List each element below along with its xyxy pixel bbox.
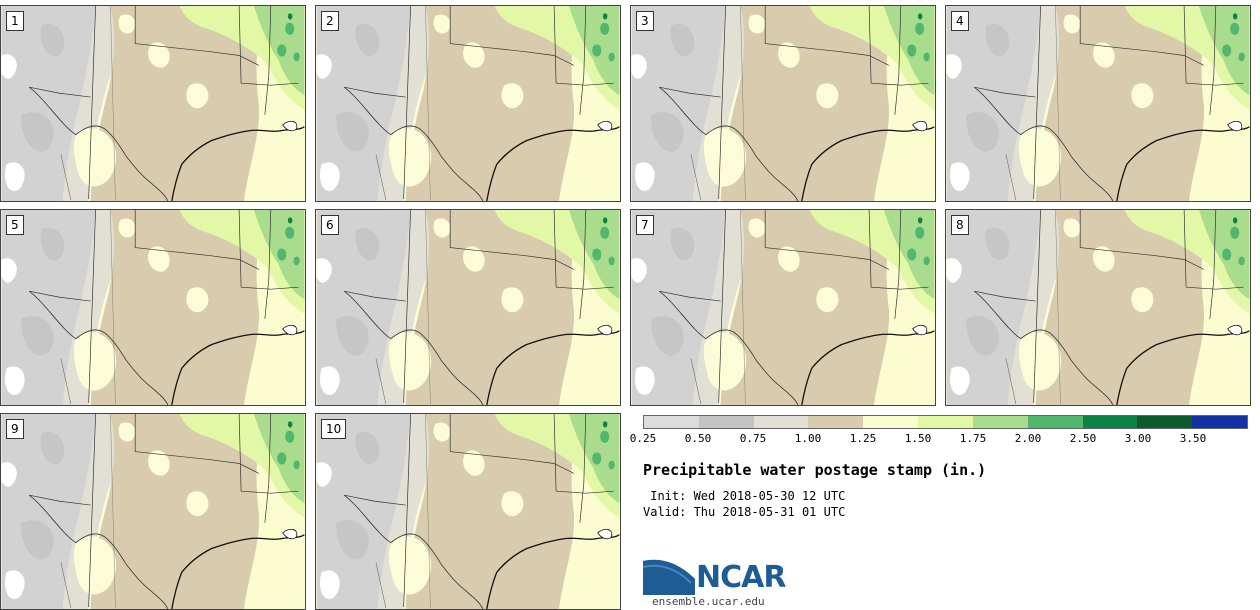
colorbar bbox=[643, 415, 1248, 429]
colorbar-tick: 2.00 bbox=[1014, 432, 1042, 445]
panel-label: 3 bbox=[636, 11, 654, 31]
postage-stamp-panel-4: 4 bbox=[945, 5, 1251, 202]
colorbar-segment bbox=[1082, 416, 1138, 428]
panel-label: 7 bbox=[636, 215, 654, 235]
map-texas-region bbox=[946, 6, 1250, 201]
valid-time: Valid: Thu 2018-05-31 01 UTC bbox=[643, 505, 846, 519]
panel-label: 1 bbox=[6, 11, 24, 31]
colorbar-tick: 1.25 bbox=[849, 432, 877, 445]
postage-stamp-panel-9: 9 bbox=[0, 413, 306, 610]
postage-stamp-panel-1: 1 bbox=[0, 5, 306, 202]
panel-label: 4 bbox=[951, 11, 969, 31]
postage-stamp-panel-7: 7 bbox=[630, 209, 936, 406]
colorbar-tick: 1.75 bbox=[959, 432, 987, 445]
colorbar-segment bbox=[1192, 416, 1247, 428]
colorbar-tick: 0.75 bbox=[739, 432, 767, 445]
map-texas-region bbox=[1, 6, 305, 201]
colorbar-ticks: 0.25 0.50 0.75 1.00 1.25 1.50 1.75 2.00 … bbox=[630, 432, 1248, 446]
panel-label: 2 bbox=[321, 11, 339, 31]
map-texas-region bbox=[1, 414, 305, 609]
colorbar-segment bbox=[1137, 416, 1193, 428]
postage-stamp-panel-6: 6 bbox=[315, 209, 621, 406]
colorbar-tick: 2.50 bbox=[1069, 432, 1097, 445]
map-texas-region bbox=[946, 210, 1250, 405]
map-texas-region bbox=[316, 210, 620, 405]
colorbar-segment bbox=[972, 416, 1028, 428]
colorbar-segment bbox=[863, 416, 919, 428]
map-texas-region bbox=[1, 210, 305, 405]
colorbar-segment bbox=[808, 416, 864, 428]
colorbar-segment bbox=[698, 416, 754, 428]
panel-label: 10 bbox=[321, 419, 347, 439]
chart-title: Precipitable water postage stamp (in.) bbox=[643, 461, 987, 479]
postage-stamp-panel-2: 2 bbox=[315, 5, 621, 202]
colorbar-tick: 0.25 bbox=[629, 432, 657, 445]
panel-label: 8 bbox=[951, 215, 969, 235]
map-texas-region bbox=[316, 414, 620, 609]
logo-url[interactable]: ensemble.ucar.edu bbox=[652, 595, 765, 608]
panel-label: 6 bbox=[321, 215, 339, 235]
colorbar-tick: 3.00 bbox=[1124, 432, 1152, 445]
colorbar-tick: 1.00 bbox=[794, 432, 822, 445]
logo-text: NCAR bbox=[696, 560, 786, 595]
colorbar-segment bbox=[753, 416, 809, 428]
init-time: Init: Wed 2018-05-30 12 UTC bbox=[643, 489, 846, 503]
colorbar-tick: 1.50 bbox=[904, 432, 932, 445]
colorbar-segment bbox=[644, 416, 699, 428]
postage-stamp-panel-3: 3 bbox=[630, 5, 936, 202]
panel-label: 9 bbox=[6, 419, 24, 439]
map-texas-region bbox=[631, 210, 935, 405]
colorbar-tick: 3.50 bbox=[1179, 432, 1207, 445]
panel-label: 5 bbox=[6, 215, 24, 235]
ncar-logo-icon bbox=[643, 556, 698, 595]
map-texas-region bbox=[316, 6, 620, 201]
colorbar-segment bbox=[918, 416, 973, 428]
postage-stamp-panel-5: 5 bbox=[0, 209, 306, 406]
colorbar-tick: 0.50 bbox=[684, 432, 712, 445]
postage-stamp-panel-8: 8 bbox=[945, 209, 1251, 406]
map-texas-region bbox=[631, 6, 935, 201]
colorbar-segment bbox=[1027, 416, 1083, 428]
postage-stamp-panel-10: 10 bbox=[315, 413, 621, 610]
